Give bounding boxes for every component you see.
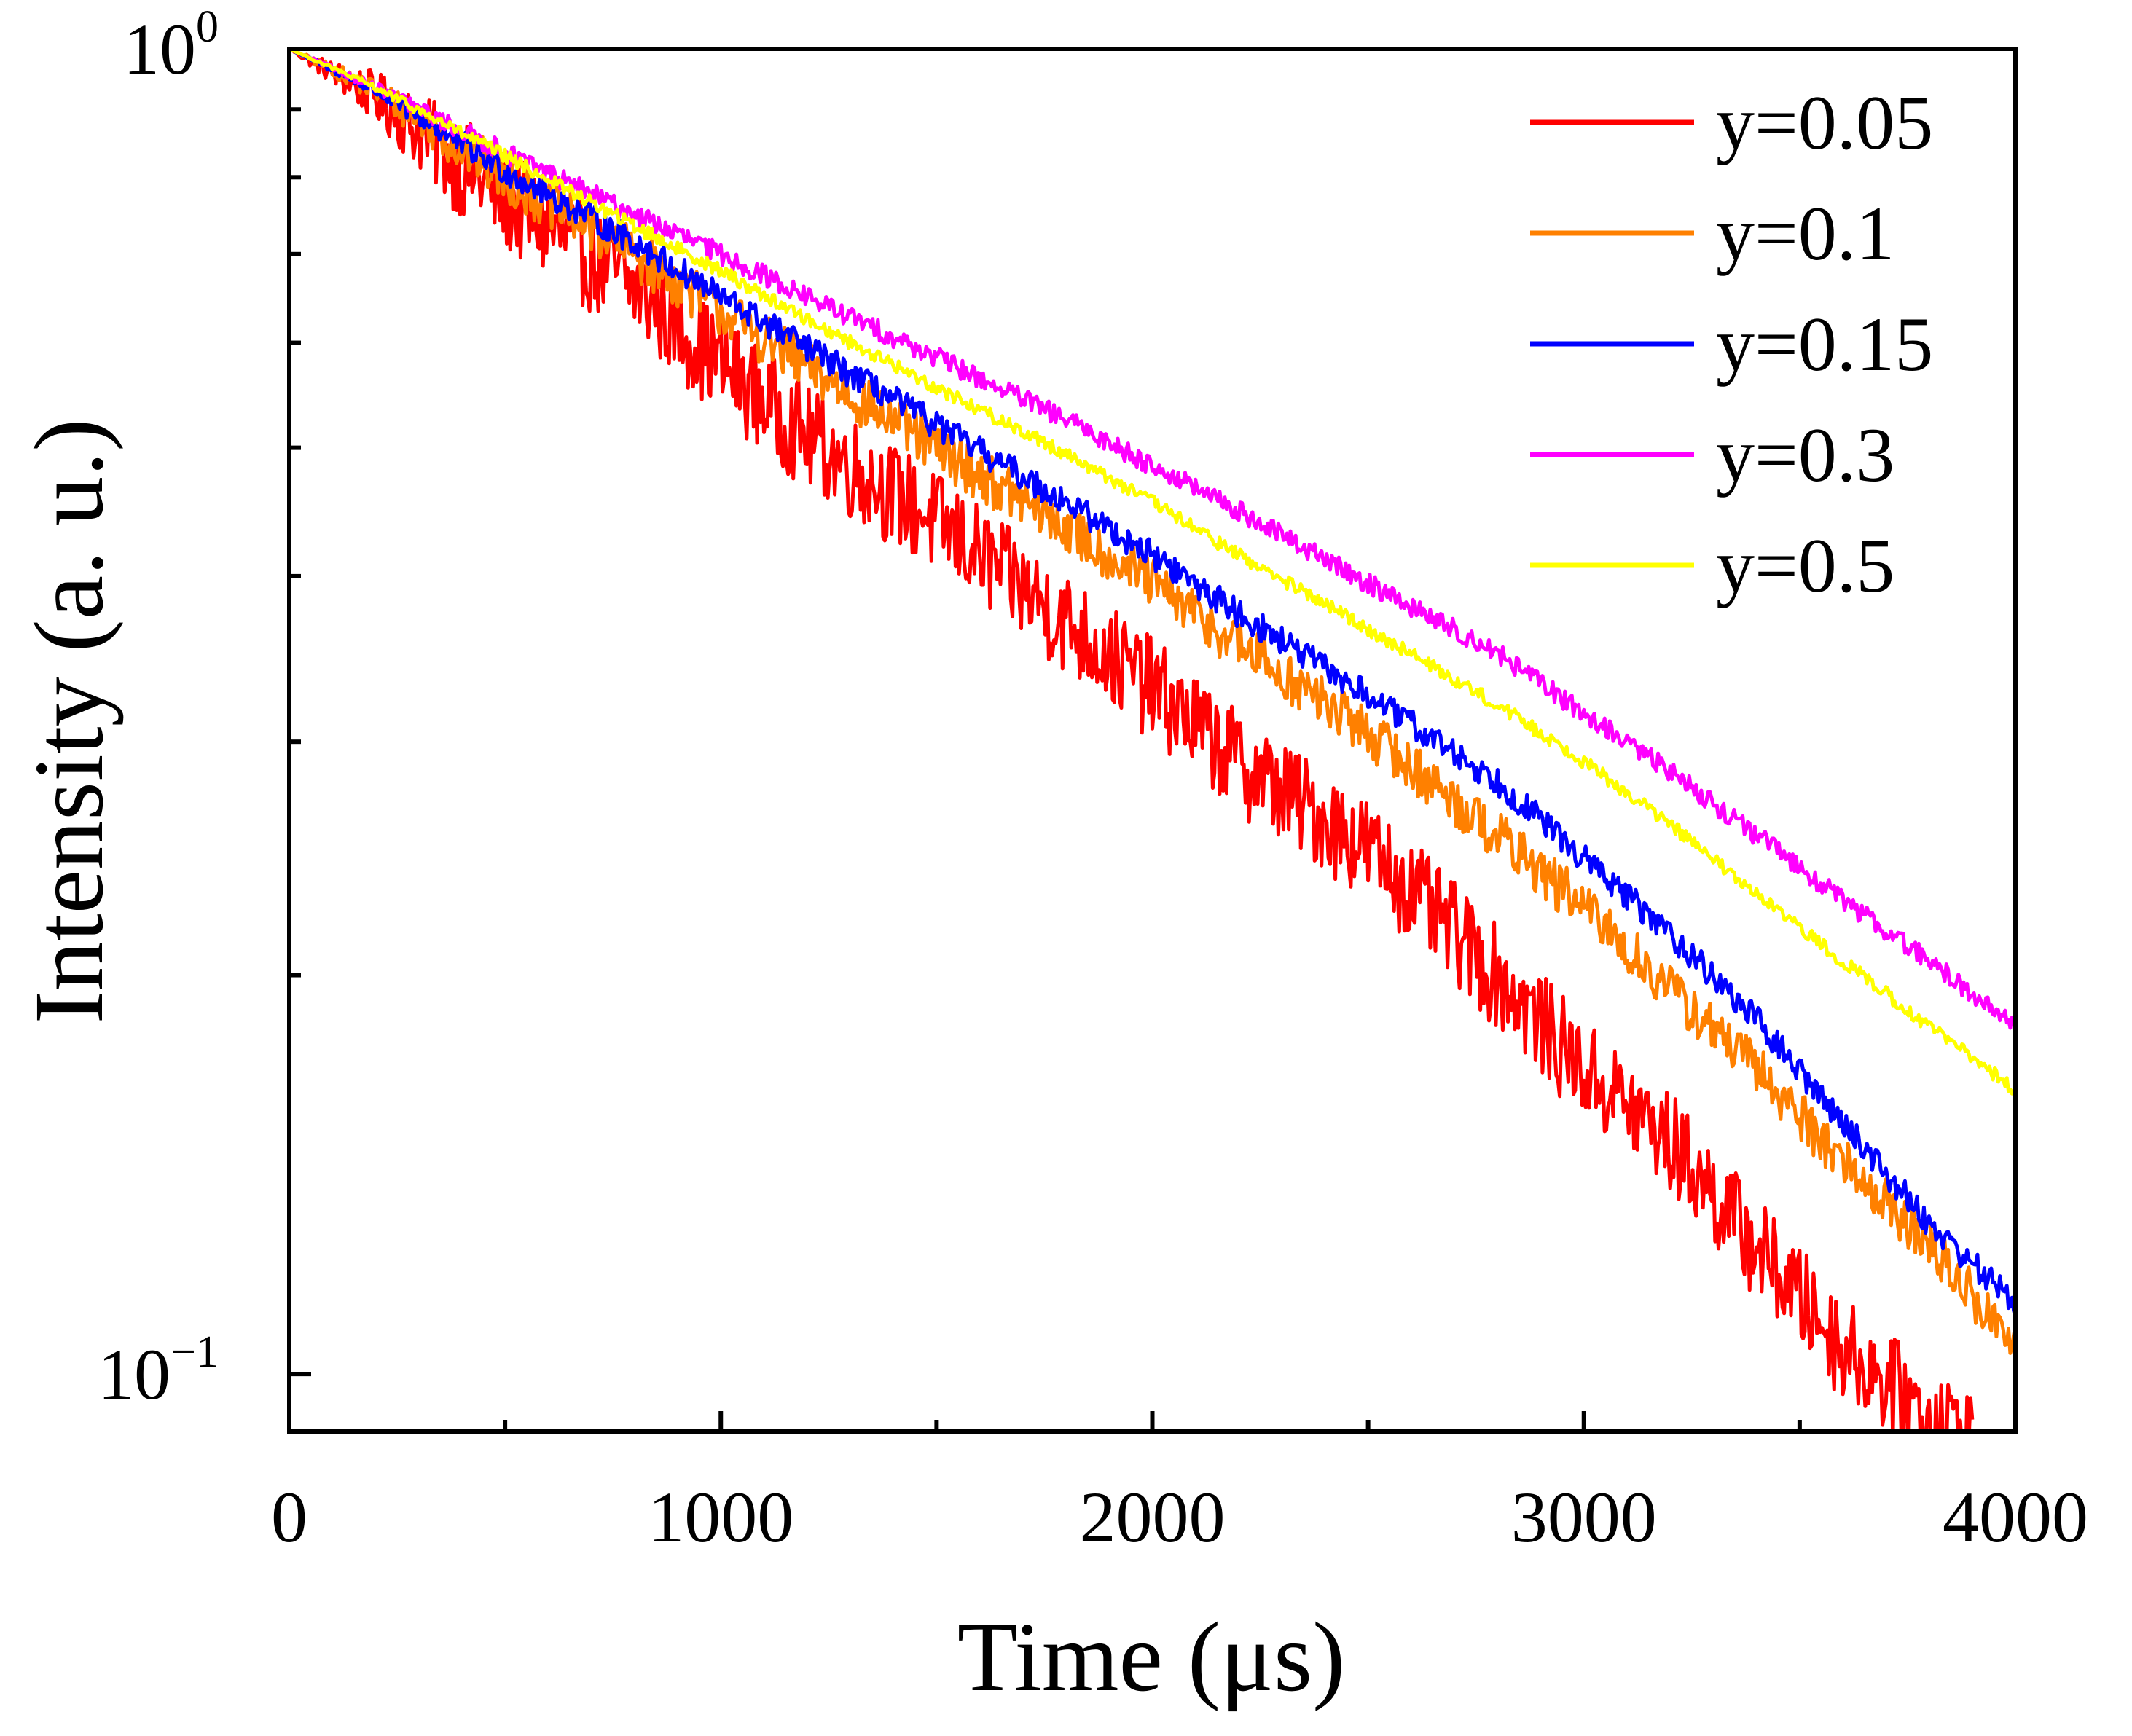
y-tick-label: 100 bbox=[123, 2, 219, 90]
legend-label: y=0.5 bbox=[1716, 523, 1894, 608]
series-line-y=0.1 bbox=[289, 49, 2015, 1355]
y-tick-label: 10−1 bbox=[98, 1327, 219, 1415]
x-tick-label: 3000 bbox=[1511, 1477, 1657, 1558]
x-tick-label: 4000 bbox=[1943, 1477, 2088, 1558]
x-tick-label: 0 bbox=[271, 1477, 307, 1558]
series-line-y=0.5 bbox=[289, 49, 2015, 1096]
series-line-y=0.15 bbox=[289, 49, 2015, 1318]
y-axis-title: Intensity (a. u.) bbox=[15, 419, 124, 1024]
series-line-y=0.3 bbox=[289, 49, 2015, 1034]
axis-ticks bbox=[287, 47, 2018, 1431]
legend-label: y=0.3 bbox=[1716, 412, 1894, 498]
legend-label: y=0.15 bbox=[1716, 302, 1933, 387]
legend: y=0.05 y=0.1 y=0.15 y=0.3 y=0.5 bbox=[1530, 80, 1933, 608]
axis-tick-labels: 0 1000 2000 3000 4000 100 10−1 bbox=[98, 2, 2088, 1558]
legend-label: y=0.1 bbox=[1716, 191, 1894, 276]
x-axis-title: Time (μs) bbox=[957, 1603, 1346, 1712]
legend-label: y=0.05 bbox=[1716, 80, 1933, 165]
x-tick-label: 1000 bbox=[648, 1477, 793, 1558]
series-group bbox=[289, 49, 2015, 1431]
series-line-y=0.05 bbox=[289, 49, 1975, 1431]
x-tick-label: 2000 bbox=[1080, 1477, 1226, 1558]
